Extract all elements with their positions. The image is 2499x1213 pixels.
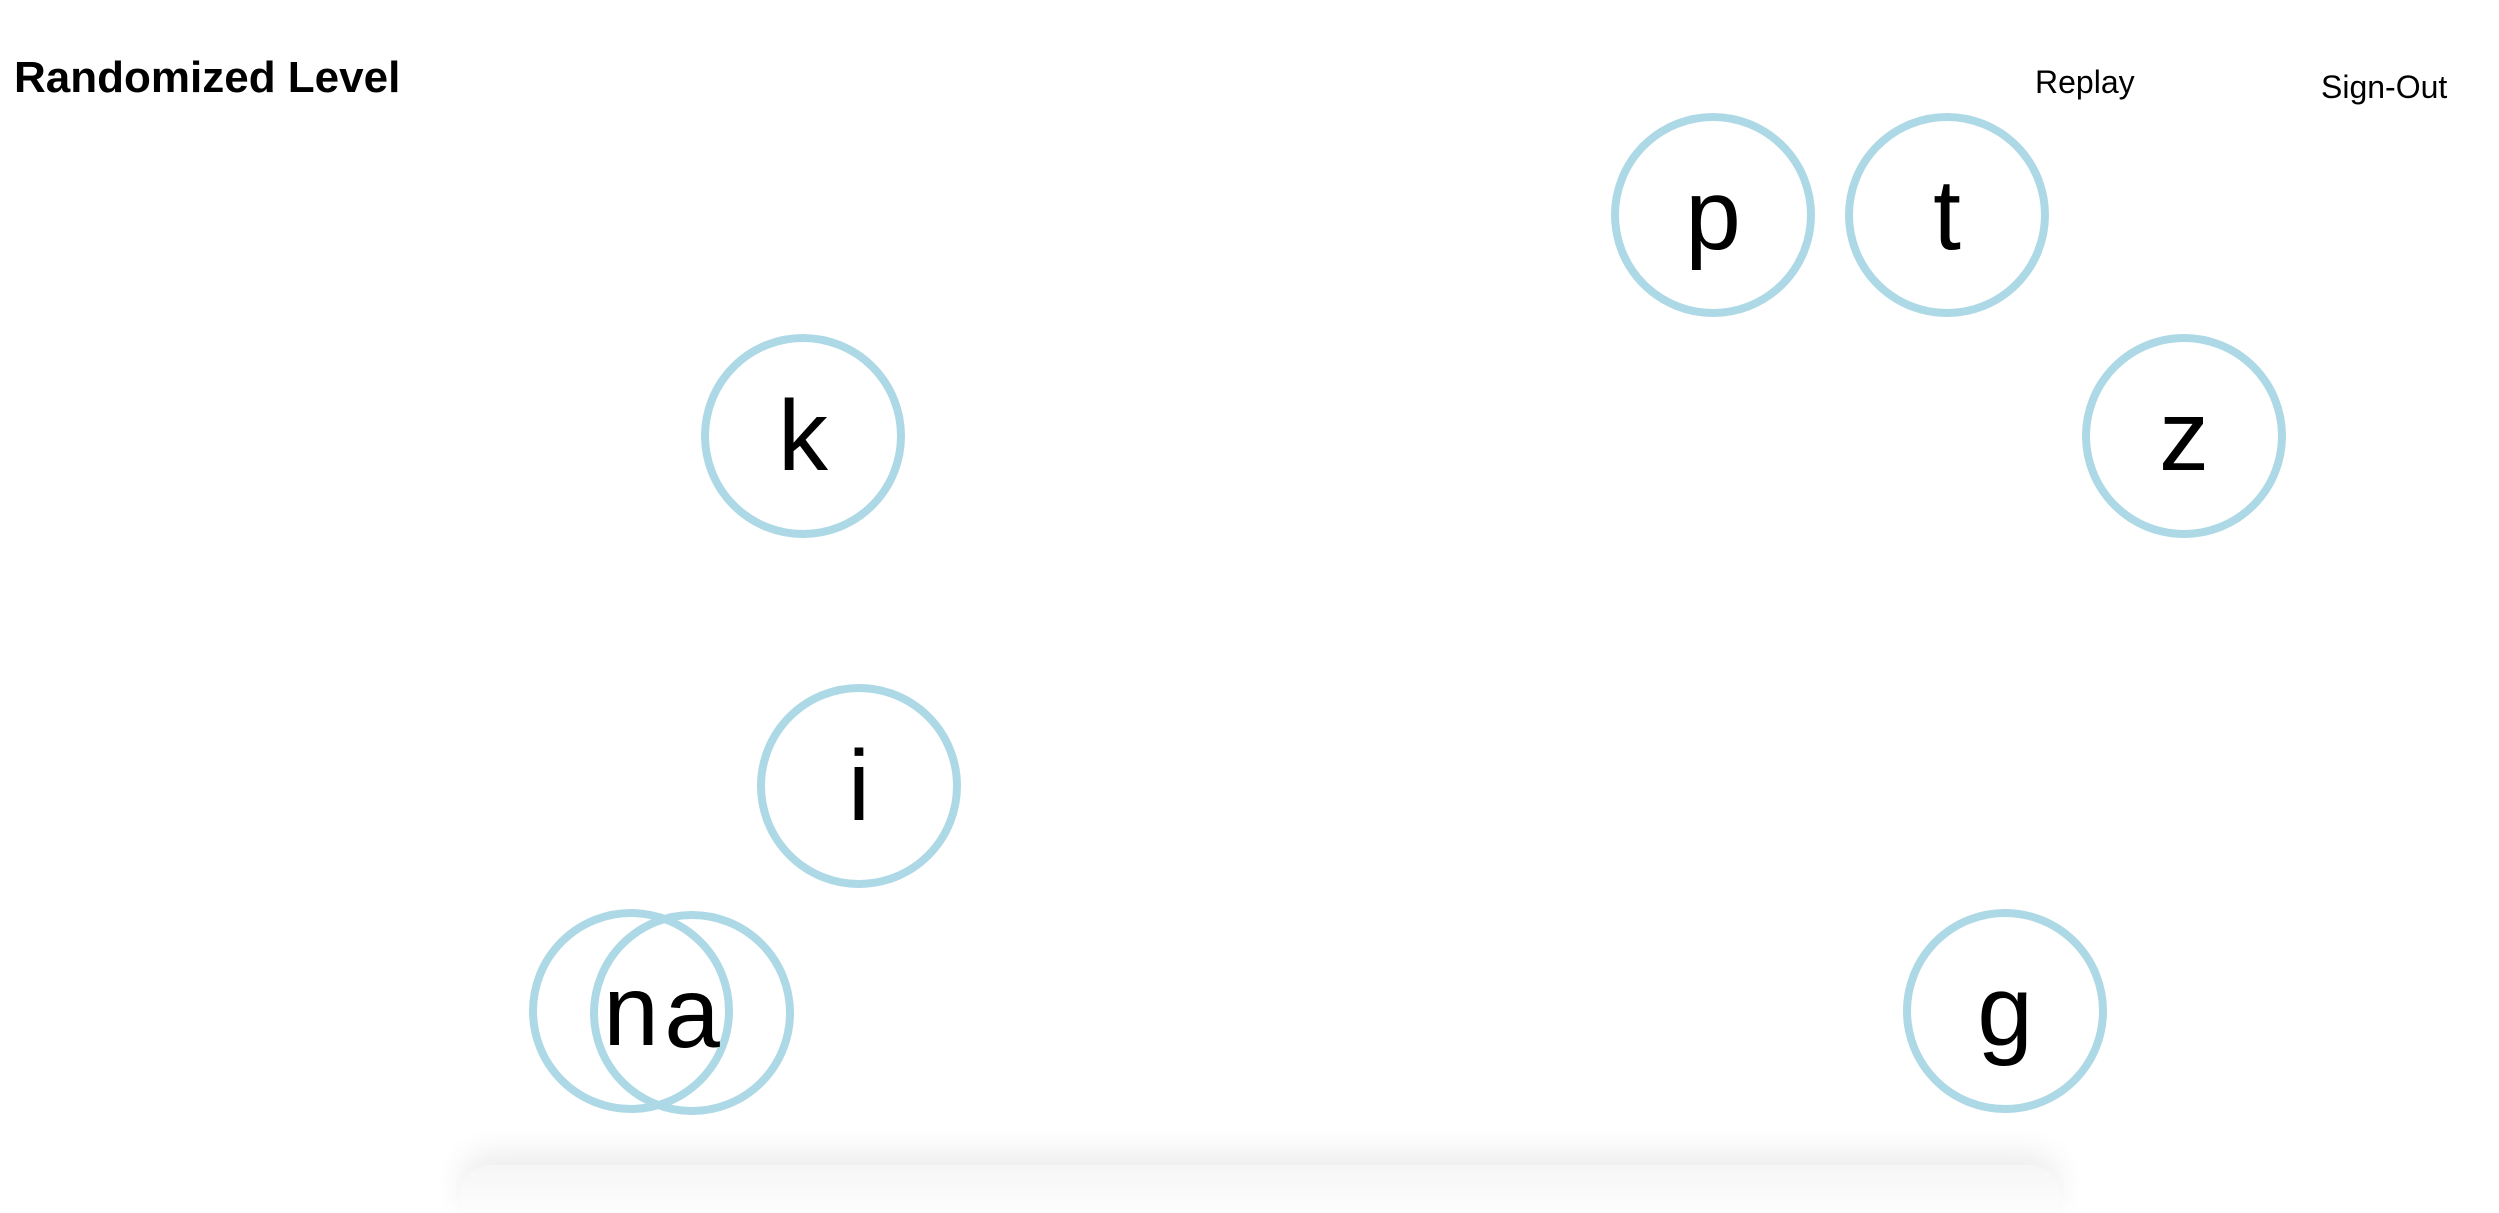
letter-bubble-i[interactable]: i xyxy=(757,684,961,888)
letter-bubble-p[interactable]: p xyxy=(1611,113,1815,317)
letter-bubble-g[interactable]: g xyxy=(1903,909,2107,1113)
sign-out-button[interactable]: Sign-Out xyxy=(2321,69,2448,105)
bubble-letter: a xyxy=(664,957,720,1069)
letter-bubble-k[interactable]: k xyxy=(701,334,905,538)
letter-bubble-z[interactable]: z xyxy=(2082,334,2286,538)
letter-bubble-t[interactable]: t xyxy=(1845,113,2049,317)
bubble-letter: t xyxy=(1933,159,1961,271)
bubble-letter: z xyxy=(2159,380,2209,492)
bottom-shadow-panel xyxy=(460,1165,2060,1213)
page-title: Randomized Level xyxy=(14,53,401,102)
bubble-letter: i xyxy=(847,730,871,842)
bubble-letter: g xyxy=(1977,955,2033,1067)
letter-bubble-a[interactable]: a xyxy=(590,911,794,1115)
bubble-letter: k xyxy=(778,380,828,492)
bubble-letter: p xyxy=(1685,159,1741,271)
replay-button[interactable]: Replay xyxy=(2035,64,2135,100)
